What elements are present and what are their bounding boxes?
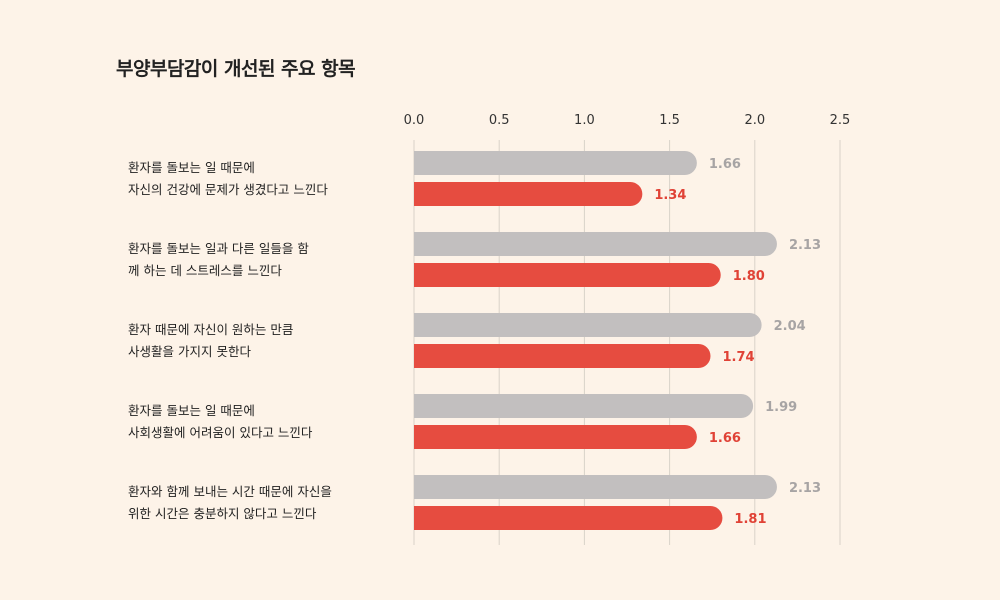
- data-label: 2.13: [789, 238, 821, 253]
- bar-base: [414, 344, 426, 368]
- x-axis-ticks: 0.0 0.5 1.0 1.5 2.0 2.5: [404, 113, 851, 128]
- x-tick-label: 2.0: [744, 113, 765, 128]
- x-tick-label: 2.5: [830, 113, 851, 128]
- data-label: 2.13: [789, 481, 821, 496]
- category-label-line: 께 하는 데 스트레스를 느낀다: [128, 262, 282, 278]
- x-tick-label: 0.5: [489, 113, 510, 128]
- category-label-line: 환자 때문에 자신이 원하는 만큼: [128, 321, 294, 337]
- grey-bar: [414, 394, 754, 418]
- data-label: 1.66: [709, 431, 741, 446]
- bar-base: [414, 263, 426, 287]
- grey-bar: [414, 232, 777, 256]
- x-tick-label: 1.5: [659, 113, 680, 128]
- category-label-line: 환자를 돌보는 일과 다른 일들을 함: [128, 240, 309, 256]
- red-bar: [414, 425, 697, 449]
- data-label: 1.81: [734, 512, 766, 527]
- bar-base: [414, 506, 426, 530]
- category-label-line: 환자와 함께 보내는 시간 때문에 자신을: [128, 483, 332, 499]
- chart-title: 부양부담감이 개선된 주요 항목: [116, 58, 356, 80]
- bar-base: [414, 313, 426, 337]
- bar-base: [414, 425, 426, 449]
- data-label: 1.74: [722, 350, 754, 365]
- category-label-line: 자신의 건강에 문제가 생겼다고 느낀다: [128, 181, 328, 197]
- grey-bar: [414, 475, 777, 499]
- bar-base: [414, 151, 426, 175]
- data-label: 1.80: [733, 269, 765, 284]
- bar-base: [414, 475, 426, 499]
- bars: [414, 151, 777, 530]
- bar-base: [414, 182, 426, 206]
- red-bar: [414, 344, 711, 368]
- red-bar: [414, 506, 723, 530]
- grey-bar: [414, 151, 697, 175]
- data-label: 2.04: [774, 319, 806, 334]
- red-bar: [414, 182, 643, 206]
- red-bar: [414, 263, 721, 287]
- data-label: 1.34: [654, 188, 686, 203]
- category-label-line: 환자를 돌보는 일 때문에: [128, 402, 255, 418]
- x-tick-label: 1.0: [574, 113, 595, 128]
- category-label-line: 사생활을 가지지 못한다: [128, 343, 251, 359]
- category-label-line: 환자를 돌보는 일 때문에: [128, 159, 255, 175]
- data-labels: 1.66 2.13 2.04 1.99 2.13 1.34 1.80 1.74 1.66 1.81: [654, 157, 821, 527]
- bar-base: [414, 394, 426, 418]
- data-label: 1.66: [709, 157, 741, 172]
- data-label: 1.99: [765, 400, 797, 415]
- category-label-line: 사회생활에 어려움이 있다고 느낀다: [128, 424, 313, 440]
- grey-bar: [414, 313, 762, 337]
- x-tick-label: 0.0: [404, 113, 425, 128]
- category-label-line: 위한 시간은 충분하지 않다고 느낀다: [128, 505, 317, 521]
- bar-base: [414, 232, 426, 256]
